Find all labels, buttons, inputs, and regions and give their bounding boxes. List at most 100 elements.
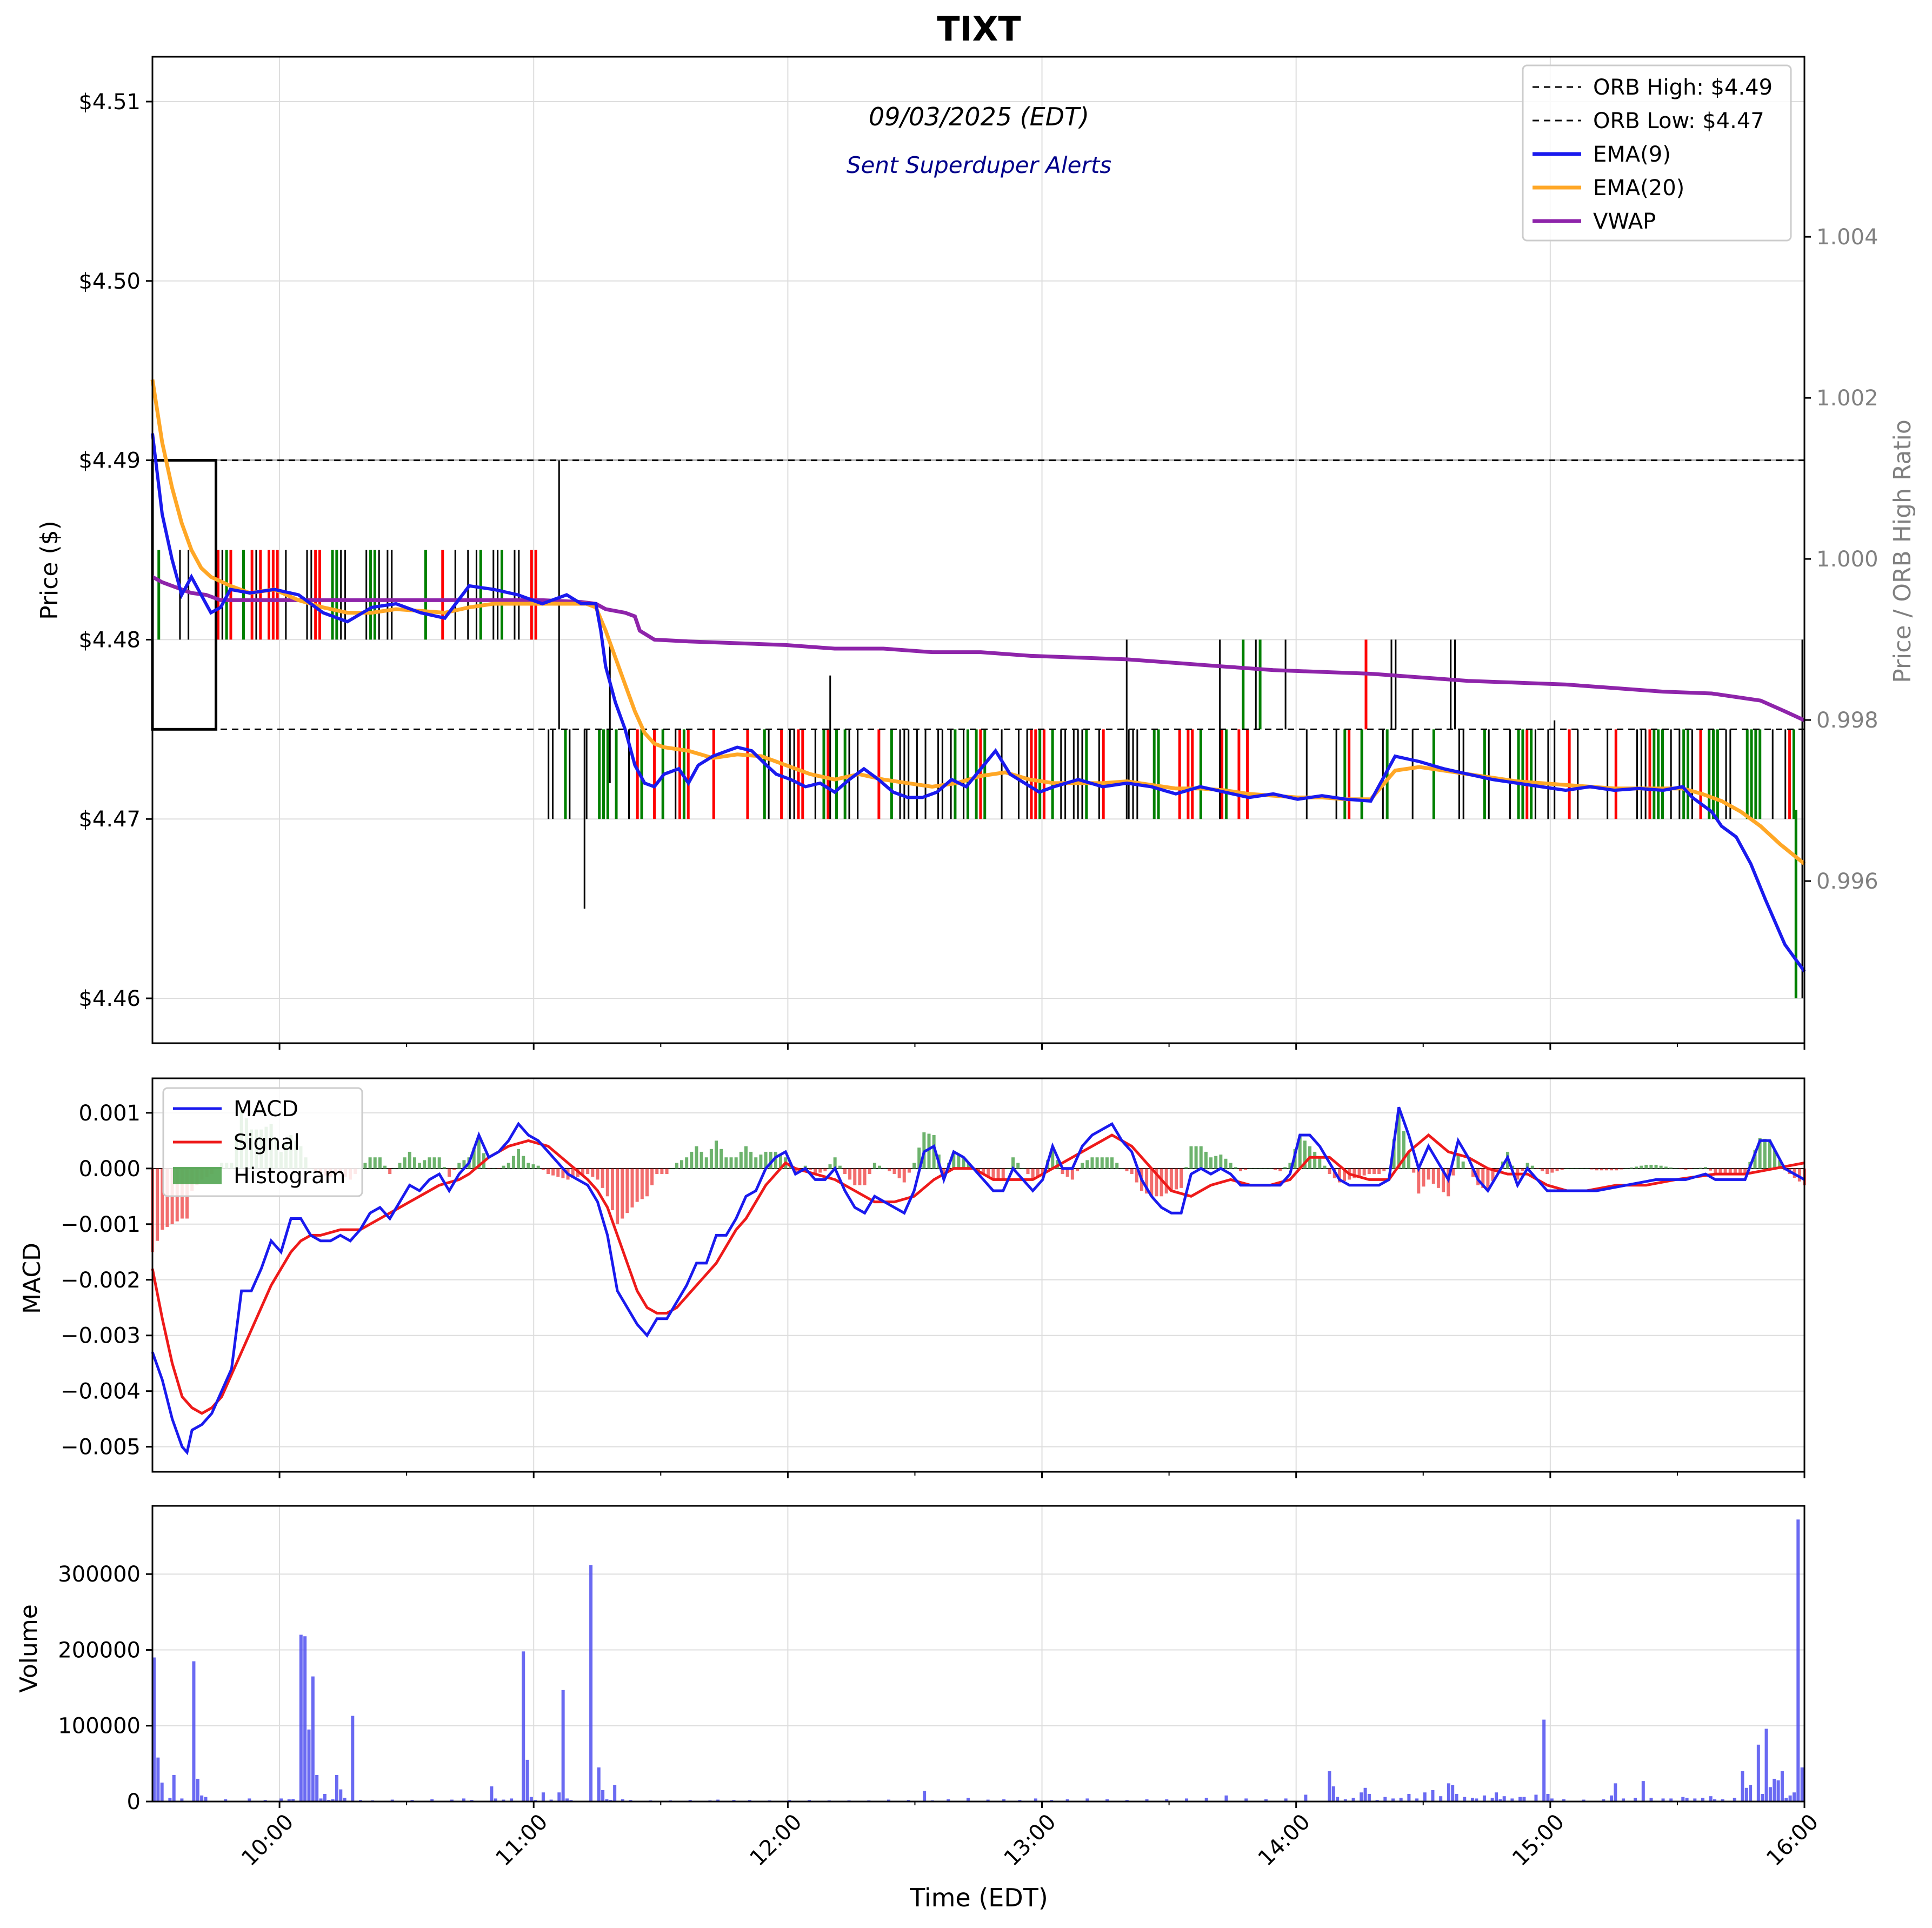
macd-hist-bar-1 <box>156 1168 159 1241</box>
volume-bar-40 <box>510 1798 514 1802</box>
macd-hist-bar-117 <box>729 1157 733 1169</box>
price-legend-box <box>1522 64 1792 242</box>
volume-bar-123 <box>1502 1796 1506 1802</box>
volume-bar-83 <box>1065 1799 1069 1802</box>
macd-hist-bar-320 <box>1733 1168 1737 1175</box>
macd-ytick-label-6: 0.001 <box>78 1101 141 1126</box>
volume-bar-27 <box>343 1797 347 1802</box>
macd-hist-bar-246 <box>1367 1168 1371 1175</box>
macd-hist-bar-2 <box>161 1168 164 1230</box>
macd-hist-bar-307 <box>1669 1168 1673 1169</box>
macd-line <box>151 1106 1806 1456</box>
macd-hist-bar-230 <box>1288 1163 1292 1169</box>
volume-bar-45 <box>541 1792 545 1802</box>
macd-hist-bar-293 <box>1600 1168 1603 1171</box>
volume-bar-57 <box>621 1799 624 1802</box>
macd-hist-bar-125 <box>769 1151 772 1169</box>
macd-hist-bar-261 <box>1442 1168 1445 1192</box>
volume-bar-33 <box>430 1799 434 1802</box>
macd-hist-bar-188 <box>1081 1163 1084 1169</box>
macd-hist-bar-229 <box>1283 1167 1287 1169</box>
macd-hist-bar-236 <box>1318 1157 1322 1169</box>
macd-hist-bar-111 <box>699 1151 703 1169</box>
macd-hist-bar-102 <box>655 1168 659 1175</box>
macd-hist-bar-47 <box>383 1165 387 1169</box>
macd-hist-bar-180 <box>1041 1168 1044 1175</box>
macd-hist-bar-328 <box>1773 1150 1777 1169</box>
price-legend-label-4: VWAP <box>1593 209 1656 234</box>
macd-hist-bar-50 <box>398 1163 402 1169</box>
macd-hist-bar-143 <box>858 1168 862 1185</box>
volume-bar-124 <box>1510 1798 1514 1802</box>
macd-hist-bar-158 <box>932 1135 936 1169</box>
volume-bar-98 <box>1336 1797 1340 1802</box>
volume-bar-95 <box>1304 1794 1308 1802</box>
volume-bar-43 <box>529 1797 533 1802</box>
price-ytick-label-4: $4.50 <box>78 269 141 294</box>
volume-bar-156 <box>1768 1787 1772 1802</box>
volume-bar-74 <box>923 1791 927 1802</box>
macd-hist-bar-184 <box>1061 1168 1064 1175</box>
volume-bar-154 <box>1761 1793 1764 1802</box>
macd-hist-bar-124 <box>764 1151 768 1169</box>
volume-bar-114 <box>1451 1785 1455 1802</box>
volume-bar-137 <box>1634 1797 1637 1802</box>
macd-hist-bar-165 <box>967 1163 970 1169</box>
volume-ylabel: Volume <box>15 1604 43 1693</box>
volume-bar-127 <box>1534 1794 1538 1802</box>
macd-hist-bar-140 <box>843 1168 847 1175</box>
volume-bar-81 <box>1034 1798 1037 1802</box>
macd-hist-bar-299 <box>1629 1168 1633 1169</box>
volume-bar-37 <box>490 1786 494 1802</box>
ratio-ytick-label-2: 1.000 <box>1816 547 1878 572</box>
macd-hist-bar-206 <box>1169 1168 1173 1191</box>
volume-bar-63 <box>716 1799 720 1802</box>
macd-hist-bar-263 <box>1451 1168 1455 1176</box>
macd-hist-bar-245 <box>1362 1168 1366 1176</box>
macd-hist-bar-100 <box>645 1168 649 1197</box>
macd-ylabel: MACD <box>18 1243 46 1314</box>
volume-bar-92 <box>1244 1798 1248 1802</box>
volume-bar-24 <box>331 1799 335 1802</box>
volume-bar-110 <box>1423 1792 1427 1802</box>
price-ytick-label-3: $4.49 <box>78 449 141 473</box>
volume-bar-79 <box>1002 1799 1006 1802</box>
volume-bar-126 <box>1522 1797 1526 1802</box>
macd-hist-bar-150 <box>892 1168 896 1175</box>
macd-hist-bar-79 <box>541 1168 545 1170</box>
volume-bar-130 <box>1550 1798 1554 1802</box>
macd-hist-bar-114 <box>715 1140 718 1169</box>
macd-hist-bar-207 <box>1174 1168 1178 1190</box>
macd-hist-bar-258 <box>1427 1168 1430 1180</box>
volume-ytick-label-2: 200000 <box>58 1638 141 1663</box>
macd-hist-bar-300 <box>1634 1166 1638 1169</box>
macd-hist-bar-175 <box>1016 1163 1020 1169</box>
macd-hist-bar-237 <box>1323 1165 1327 1169</box>
volume-bar-46 <box>549 1799 553 1802</box>
macd-ytick-label-4: −0.001 <box>61 1212 141 1237</box>
macd-hist-bar-113 <box>709 1149 713 1169</box>
macd-hist-bar-306 <box>1664 1166 1668 1169</box>
macd-hist-bar-116 <box>724 1157 728 1169</box>
volume-bar-125 <box>1518 1797 1522 1802</box>
macd-hist-bar-182 <box>1051 1146 1055 1169</box>
macd-hist-bar-285 <box>1560 1168 1564 1170</box>
volume-bar-164 <box>1800 1767 1804 1802</box>
macd-hist-bar-76 <box>527 1163 530 1169</box>
macd-hist-bar-144 <box>863 1168 867 1185</box>
macd-hist-bar-135 <box>818 1168 822 1173</box>
volume-bar-14 <box>287 1799 291 1802</box>
volume-bar-22 <box>323 1793 327 1802</box>
volume-bar-115 <box>1455 1793 1458 1802</box>
macd-hist-bar-262 <box>1447 1168 1450 1197</box>
ema20-line <box>150 379 1806 865</box>
volume-bar-132 <box>1582 1799 1585 1802</box>
macd-hist-bar-314 <box>1704 1167 1708 1169</box>
volume-bar-131 <box>1562 1799 1565 1802</box>
volume-bar-158 <box>1776 1780 1780 1802</box>
macd-legend-label-0: MACD <box>234 1097 298 1122</box>
volume-bar-100 <box>1351 1797 1355 1802</box>
macd-hist-bar-93 <box>610 1168 614 1211</box>
macd-hist-bar-302 <box>1644 1164 1648 1169</box>
volume-bar-1 <box>156 1757 160 1802</box>
